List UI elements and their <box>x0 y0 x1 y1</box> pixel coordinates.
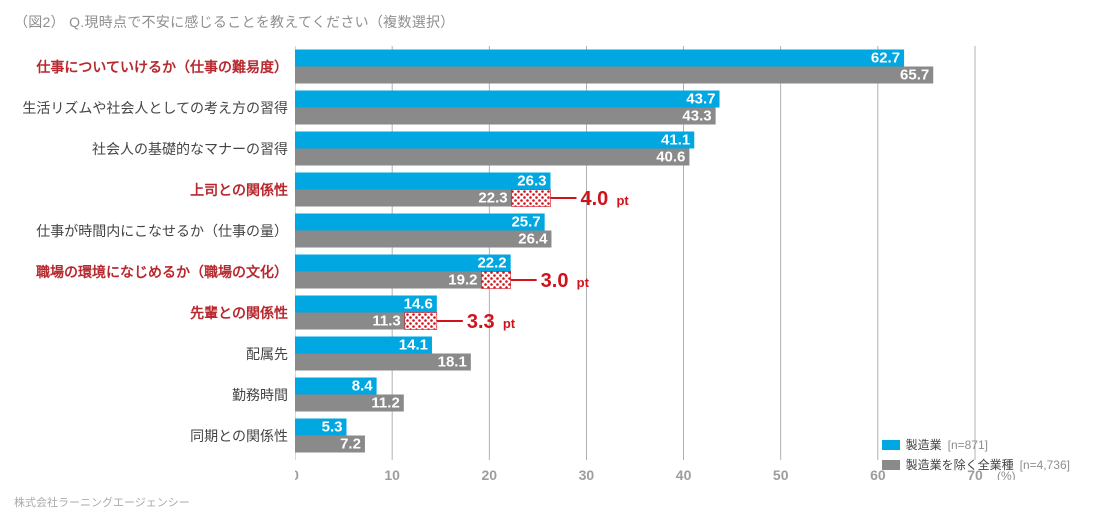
category-label: 同期との関係性 <box>190 426 288 446</box>
bar-series-b <box>295 149 689 166</box>
bar-series-a <box>295 50 904 67</box>
category-label: 職場の環境になじめるか（職場の文化） <box>36 262 288 282</box>
legend-item-a: 製造業 [n=871] <box>882 436 1070 453</box>
bar-value-a: 22.2 <box>477 255 506 272</box>
legend-note-b: [n=4,736] <box>1020 458 1070 472</box>
category-label: 上司との関係性 <box>190 180 288 200</box>
svg-text:0: 0 <box>295 467 299 480</box>
diff-value: 3.0 <box>541 270 569 292</box>
bar-value-a: 8.4 <box>352 378 374 395</box>
diff-unit: pt <box>616 193 629 208</box>
category-label: 社会人の基礎的なマナーの習得 <box>92 139 288 159</box>
legend: 製造業 [n=871] 製造業を除く全業種 [n=4,736] <box>882 436 1070 476</box>
svg-text:30: 30 <box>579 467 595 480</box>
legend-note-a: [n=871] <box>948 438 988 452</box>
diff-unit: pt <box>577 275 590 290</box>
legend-label-b: 製造業を除く全業種 <box>906 456 1014 473</box>
bar-value-b: 19.2 <box>448 272 477 289</box>
bar-value-a: 43.7 <box>686 91 715 108</box>
bar-series-a <box>295 173 550 190</box>
legend-item-b: 製造業を除く全業種 [n=4,736] <box>882 456 1070 473</box>
category-label: 仕事についていけるか（仕事の難易度） <box>36 57 288 77</box>
bar-chart: 62.765.7 43.743.3 41.140.6 26.3 22.325.726.4… <box>295 40 1015 480</box>
diff-unit: pt <box>503 316 516 331</box>
category-label: 配属先 <box>246 344 288 364</box>
bar-value-b: 65.7 <box>900 67 929 84</box>
legend-label-a: 製造業 <box>906 436 942 453</box>
bar-value-a: 14.1 <box>399 337 428 354</box>
bars: 62.765.7 43.743.3 41.140.6 26.3 22.325.726.4… <box>295 50 933 453</box>
chart-figure: （図2） Q.現時点で不安に感じることを教えてください（複数選択） 仕事について… <box>0 0 1100 520</box>
bar-value-b: 11.2 <box>371 395 399 412</box>
category-label: 生活リズムや社会人としての考え方の習得 <box>22 98 288 118</box>
bar-series-b <box>295 108 716 125</box>
bar-value-b: 40.6 <box>656 149 685 166</box>
bar-value-b: 43.3 <box>682 108 711 125</box>
diff-box <box>405 313 437 330</box>
figure-title: （図2） Q.現時点で不安に感じることを教えてください（複数選択） <box>14 12 455 32</box>
svg-text:40: 40 <box>676 467 692 480</box>
footer-credit: 株式会社ラーニングエージェンシー <box>14 494 190 510</box>
bar-value-a: 41.1 <box>661 132 690 149</box>
bar-value-b: 18.1 <box>438 354 467 371</box>
bar-value-a: 5.3 <box>322 419 343 436</box>
bar-series-b <box>295 231 551 248</box>
diff-value: 4.0 <box>580 188 608 210</box>
svg-text:50: 50 <box>773 467 789 480</box>
category-label: 先輩との関係性 <box>190 303 288 323</box>
legend-swatch-b <box>882 460 900 470</box>
bar-series-a <box>295 214 545 231</box>
bar-value-a: 14.6 <box>404 296 433 313</box>
bar-value-b: 11.3 <box>372 313 400 330</box>
legend-swatch-a <box>882 440 900 450</box>
svg-text:20: 20 <box>481 467 497 480</box>
bar-series-b <box>295 67 933 84</box>
diff-box <box>482 272 511 289</box>
bar-value-b: 7.2 <box>340 436 361 453</box>
bar-series-a <box>295 91 720 108</box>
category-label: 勤務時間 <box>232 385 288 405</box>
bar-series-a <box>295 132 694 149</box>
bar-value-b: 26.4 <box>518 231 548 248</box>
diff-box <box>512 190 551 207</box>
bar-value-a: 62.7 <box>871 50 900 67</box>
svg-text:10: 10 <box>384 467 400 480</box>
bar-value-b: 22.3 <box>478 190 507 207</box>
category-label: 仕事が時間内にこなせるか（仕事の量） <box>36 221 288 241</box>
bar-value-a: 25.7 <box>511 214 540 231</box>
diff-value: 3.3 <box>467 311 495 333</box>
bar-value-a: 26.3 <box>517 173 546 190</box>
